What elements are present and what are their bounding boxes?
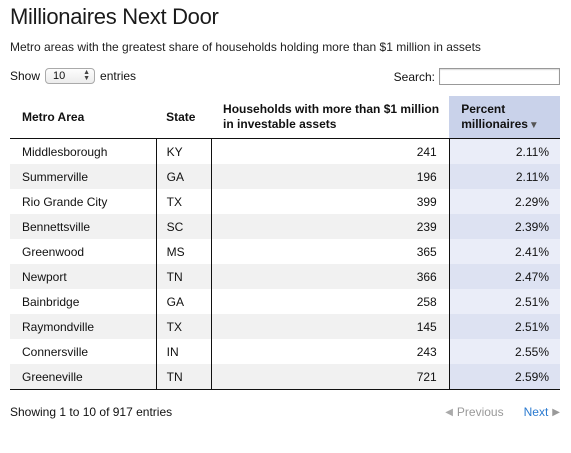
cell-households: 145 <box>210 314 450 339</box>
table-info: Showing 1 to 10 of 917 entries <box>10 405 173 419</box>
cell-metro-area: Summerville <box>10 164 157 189</box>
cell-state: MS <box>155 239 212 264</box>
cell-households: 366 <box>210 264 450 289</box>
cell-percent-millionaires: 2.51% <box>448 289 560 314</box>
column-header-state[interactable]: State <box>156 96 212 139</box>
previous-button[interactable]: ◀ Previous <box>445 405 503 419</box>
cell-percent-millionaires: 2.29% <box>448 189 560 214</box>
cell-metro-area: Raymondville <box>10 314 157 339</box>
cell-metro-area: Newport <box>10 264 157 289</box>
table-header-row: Metro Area State Households with more th… <box>10 96 560 139</box>
table-row: Rio Grande City TX 399 2.29% <box>10 189 560 214</box>
cell-percent-millionaires: 2.11% <box>448 164 560 189</box>
select-stepper-icon: ▲ ▼ <box>83 69 91 82</box>
search-control: Search: <box>394 67 560 86</box>
table-row: Middlesborough KY 241 2.11% <box>10 138 560 164</box>
table-row: Greeneville TN 721 2.59% <box>10 364 560 390</box>
triangle-left-icon: ◀ <box>445 406 453 418</box>
cell-state: TX <box>155 314 212 339</box>
column-header-percent-label: Percent millionaires <box>461 101 528 131</box>
cell-metro-area: Greeneville <box>10 364 157 390</box>
cell-state: TN <box>155 364 212 390</box>
cell-percent-millionaires: 2.39% <box>448 214 560 239</box>
next-button[interactable]: Next ▶ <box>524 405 560 419</box>
triangle-right-icon: ▶ <box>552 406 560 418</box>
cell-households: 243 <box>210 339 450 364</box>
table-row: Raymondville TX 145 2.51% <box>10 314 560 339</box>
cell-state: SC <box>155 214 212 239</box>
cell-metro-area: Rio Grande City <box>10 189 157 214</box>
cell-percent-millionaires: 2.55% <box>448 339 560 364</box>
metro-table: Metro Area State Households with more th… <box>10 96 560 390</box>
pagination: ◀ Previous Next ▶ <box>445 405 560 419</box>
page-title: Millionaires Next Door <box>10 4 219 29</box>
table-row: Connersville IN 243 2.55% <box>10 339 560 364</box>
length-label-before: Show <box>10 69 41 83</box>
length-label-after: entries <box>100 69 137 83</box>
cell-households: 239 <box>210 214 450 239</box>
cell-state: IN <box>155 339 212 364</box>
cell-metro-area: Middlesborough <box>10 138 157 164</box>
cell-households: 258 <box>210 289 450 314</box>
cell-households: 721 <box>210 364 450 390</box>
cell-metro-area: Bainbridge <box>10 289 157 314</box>
search-label: Search: <box>393 69 435 84</box>
search-input[interactable] <box>439 68 560 85</box>
column-header-metro-area[interactable]: Metro Area <box>10 96 157 139</box>
table-row: Bennettsville SC 239 2.39% <box>10 214 560 239</box>
cell-state: KY <box>155 138 212 164</box>
entries-per-page-select[interactable]: 10 ▲ ▼ <box>45 68 96 84</box>
next-label: Next <box>523 405 549 419</box>
cell-percent-millionaires: 2.47% <box>448 264 560 289</box>
cell-state: TX <box>155 189 212 214</box>
entries-length-control: Show 10 ▲ ▼ entries <box>10 67 136 85</box>
cell-metro-area: Bennettsville <box>10 214 157 239</box>
cell-percent-millionaires: 2.51% <box>448 314 560 339</box>
cell-percent-millionaires: 2.41% <box>448 239 560 264</box>
table-row: Greenwood MS 365 2.41% <box>10 239 560 264</box>
cell-metro-area: Greenwood <box>10 239 157 264</box>
cell-state: GA <box>155 164 212 189</box>
cell-state: GA <box>155 289 212 314</box>
cell-households: 399 <box>210 189 450 214</box>
sort-descending-icon: ▼ <box>528 119 539 131</box>
cell-state: TN <box>155 264 212 289</box>
table-row: Bainbridge GA 258 2.51% <box>10 289 560 314</box>
cell-households: 365 <box>210 239 450 264</box>
column-header-households[interactable]: Households with more than $1 million in … <box>211 96 450 139</box>
cell-metro-area: Connersville <box>10 339 157 364</box>
column-header-percent-millionaires[interactable]: Percent millionaires▼ <box>449 96 560 139</box>
cell-households: 196 <box>210 164 450 189</box>
table-row: Summerville GA 196 2.11% <box>10 164 560 189</box>
cell-percent-millionaires: 2.59% <box>448 364 560 390</box>
previous-label: Previous <box>456 405 504 419</box>
cell-percent-millionaires: 2.11% <box>448 138 560 164</box>
cell-households: 241 <box>210 138 450 164</box>
table-row: Newport TN 366 2.47% <box>10 264 560 289</box>
page-subtitle: Metro areas with the greatest share of h… <box>10 40 481 54</box>
entries-per-page-value: 10 <box>53 70 66 82</box>
